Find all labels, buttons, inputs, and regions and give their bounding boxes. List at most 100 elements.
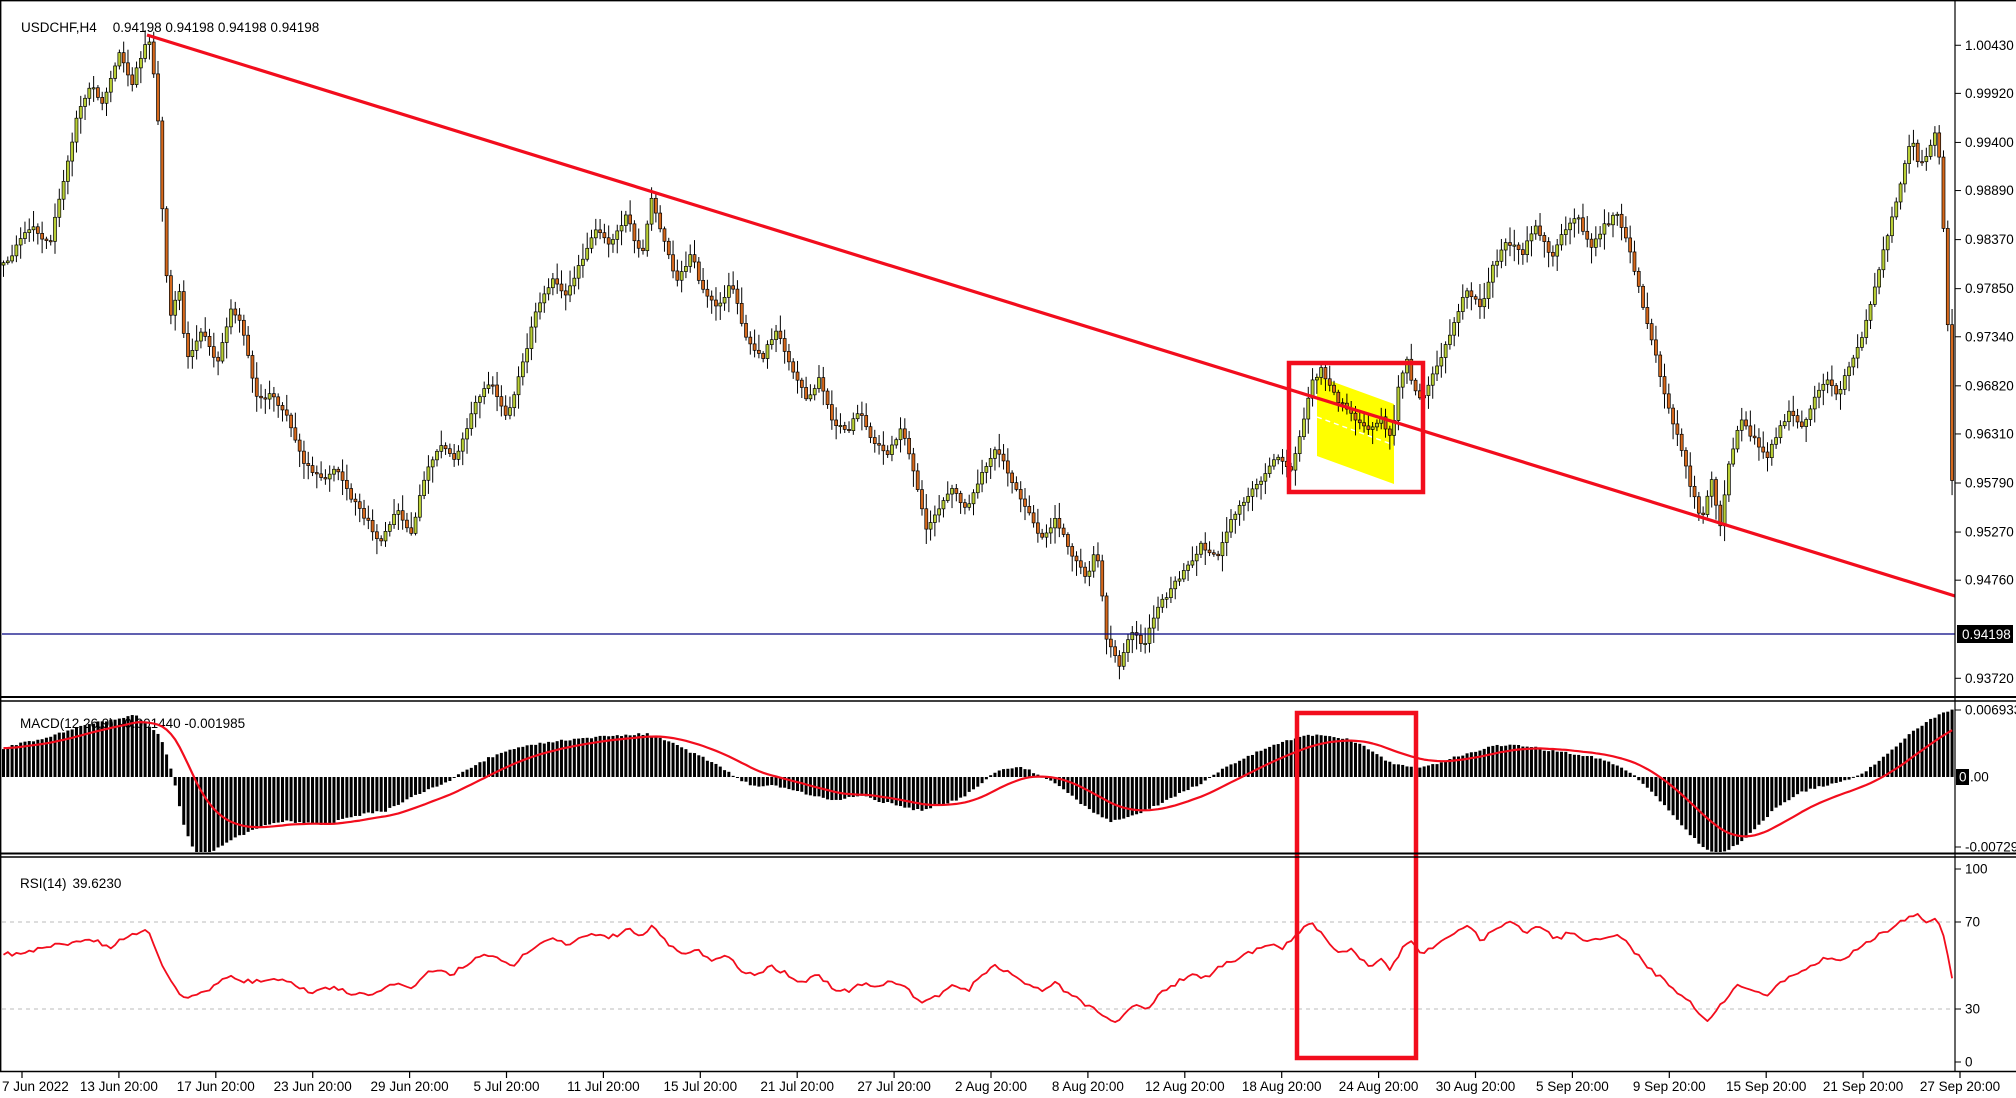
macd-bar (263, 777, 267, 826)
macd-zero-marker-box (1956, 769, 1969, 785)
macd-bar (1366, 749, 1370, 777)
candle-body (1937, 132, 1942, 158)
candle-body (915, 470, 920, 490)
candle-body (1834, 385, 1839, 395)
candle-body (1036, 522, 1040, 534)
candle-body (1233, 513, 1238, 520)
candle-body (984, 466, 989, 473)
macd-bar (461, 771, 465, 777)
macd-bar (1774, 777, 1778, 808)
candle-body (1430, 373, 1435, 386)
candle-body (1860, 337, 1864, 348)
time-axis-label: 5 Jul 20:00 (473, 1079, 539, 1094)
candle-body (430, 459, 435, 468)
macd-bar (748, 777, 752, 786)
macd-bar (1869, 766, 1873, 777)
macd-bar (1263, 748, 1267, 777)
candle-body (1945, 228, 1950, 326)
candle-body (293, 427, 298, 441)
macd-bar (1178, 777, 1182, 793)
candle-body (1868, 304, 1873, 321)
candle-body (838, 425, 843, 428)
candle-body (1727, 463, 1731, 496)
macd-bar (1105, 777, 1109, 819)
time-axis-label: 24 Aug 20:00 (1339, 1079, 1419, 1094)
macd-bar (1147, 777, 1151, 809)
macd-bar (564, 740, 568, 777)
macd-bar (345, 777, 349, 818)
candle-body (1353, 412, 1358, 421)
candle-body (1757, 437, 1761, 448)
macd-bar (177, 777, 181, 807)
candle-body (1130, 632, 1135, 641)
candle-body (327, 473, 332, 480)
macd-bar (130, 715, 134, 777)
macd-bar (44, 737, 48, 777)
candle-body (465, 428, 469, 440)
macd-bar (1658, 777, 1662, 802)
macd-bar (1929, 718, 1933, 777)
candle-body (1842, 375, 1847, 390)
macd-bar (1057, 777, 1061, 787)
candle-body (898, 428, 903, 441)
candle-body (782, 338, 787, 352)
candle-body (533, 311, 538, 328)
candle-body (345, 479, 349, 489)
macd-bar (641, 734, 645, 777)
time-axis-label: 11 Jul 20:00 (567, 1079, 640, 1094)
candle-body (675, 270, 680, 281)
candle-body (1808, 408, 1813, 420)
macd-bar (1757, 777, 1761, 825)
macd-bar (122, 717, 126, 777)
macd-bar (607, 736, 611, 777)
candle-body (1147, 627, 1152, 644)
macd-bar (697, 755, 701, 777)
candle-body (499, 396, 504, 407)
macd-bar (1225, 766, 1229, 777)
candle-body (1495, 260, 1499, 266)
candle-body (1881, 249, 1886, 271)
candle-body (692, 254, 697, 263)
candle-body (872, 437, 877, 444)
macd-bar (886, 777, 890, 802)
candle-body (91, 87, 96, 90)
candle-body (928, 522, 933, 530)
candle-body (336, 468, 341, 473)
macd-bar (1860, 773, 1864, 777)
macd-bar (654, 735, 658, 777)
candle-body (1559, 234, 1564, 246)
trendline-annotation[interactable] (146, 33, 1956, 598)
macd-bar (1851, 776, 1855, 778)
macd-bar (1474, 751, 1478, 777)
highlight-rect-lower[interactable] (1294, 710, 1419, 1061)
macd-bar (508, 749, 512, 777)
macd-bar (1710, 777, 1714, 852)
macd-bar (538, 742, 542, 777)
candle-body (881, 444, 886, 452)
candle-body (1748, 425, 1753, 437)
macd-bar (929, 777, 933, 809)
macd-bar (186, 777, 190, 837)
candle-body (1675, 423, 1680, 435)
candle-body (439, 445, 444, 452)
time-axis-label: 27 Sep 20:00 (1920, 1079, 2000, 1094)
macd-bar (731, 775, 735, 777)
candle-body (199, 331, 203, 342)
macd-bar (298, 777, 302, 823)
highlight-rect-main[interactable] (1286, 360, 1426, 495)
macd-bar (920, 777, 924, 811)
candle-body (885, 450, 890, 455)
macd-bar (1834, 777, 1838, 783)
macd-bar (761, 777, 765, 787)
macd-bar (293, 777, 297, 823)
macd-bar (645, 733, 649, 777)
candle-body (156, 73, 160, 122)
candle-body (409, 527, 414, 534)
candle-body (216, 356, 220, 362)
macd-bar (1358, 743, 1362, 777)
price-axis-label: 0.95790 (1965, 476, 2014, 491)
macd-bar (1439, 762, 1443, 777)
candle-body (1246, 496, 1251, 503)
candle-body (310, 465, 315, 473)
